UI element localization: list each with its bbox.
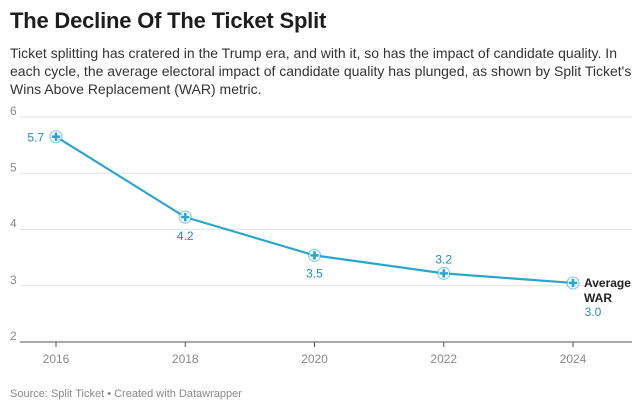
chart-subtitle: Ticket splitting has cratered in the Tru… xyxy=(10,45,632,97)
marker-cross xyxy=(568,278,578,288)
series-end-label: Average xyxy=(584,276,631,290)
x-tick-label: 2020 xyxy=(301,352,328,366)
x-axis-ticks: 2016 2018 2020 2022 2024 xyxy=(43,342,587,366)
data-label: 3.0 xyxy=(585,305,602,319)
x-tick-label: 2024 xyxy=(560,352,587,366)
series-average-war xyxy=(49,130,580,290)
data-point-marker xyxy=(307,248,322,262)
data-label: 4.2 xyxy=(177,229,194,243)
x-tick-label: 2022 xyxy=(430,352,457,366)
grid-lines xyxy=(20,116,632,343)
x-tick-label: 2016 xyxy=(43,352,70,366)
series-end-label: WAR xyxy=(584,291,612,305)
data-point-marker xyxy=(49,130,63,144)
chart-title: The Decline Of The Ticket Split xyxy=(10,8,327,33)
source-footer: Source: Split Ticket • Created with Data… xyxy=(10,388,242,400)
data-label: 5.7 xyxy=(27,131,44,145)
y-axis-ticks: 2 3 4 5 6 xyxy=(10,104,17,343)
data-label: 3.2 xyxy=(435,252,452,266)
y-tick-label: 5 xyxy=(10,160,17,174)
y-tick-label: 3 xyxy=(10,273,17,287)
data-point-marker xyxy=(178,210,192,224)
marker-cross xyxy=(180,212,191,222)
marker-cross xyxy=(51,131,61,142)
y-tick-label: 2 xyxy=(10,329,17,343)
x-tick-label: 2018 xyxy=(172,352,199,366)
data-label: 3.5 xyxy=(306,266,323,280)
data-point-marker xyxy=(566,276,580,290)
marker-cross xyxy=(309,250,320,261)
data-point-marker xyxy=(437,266,451,280)
marker-cross xyxy=(438,268,449,279)
y-tick-label: 6 xyxy=(10,104,17,118)
y-tick-label: 4 xyxy=(10,217,17,231)
